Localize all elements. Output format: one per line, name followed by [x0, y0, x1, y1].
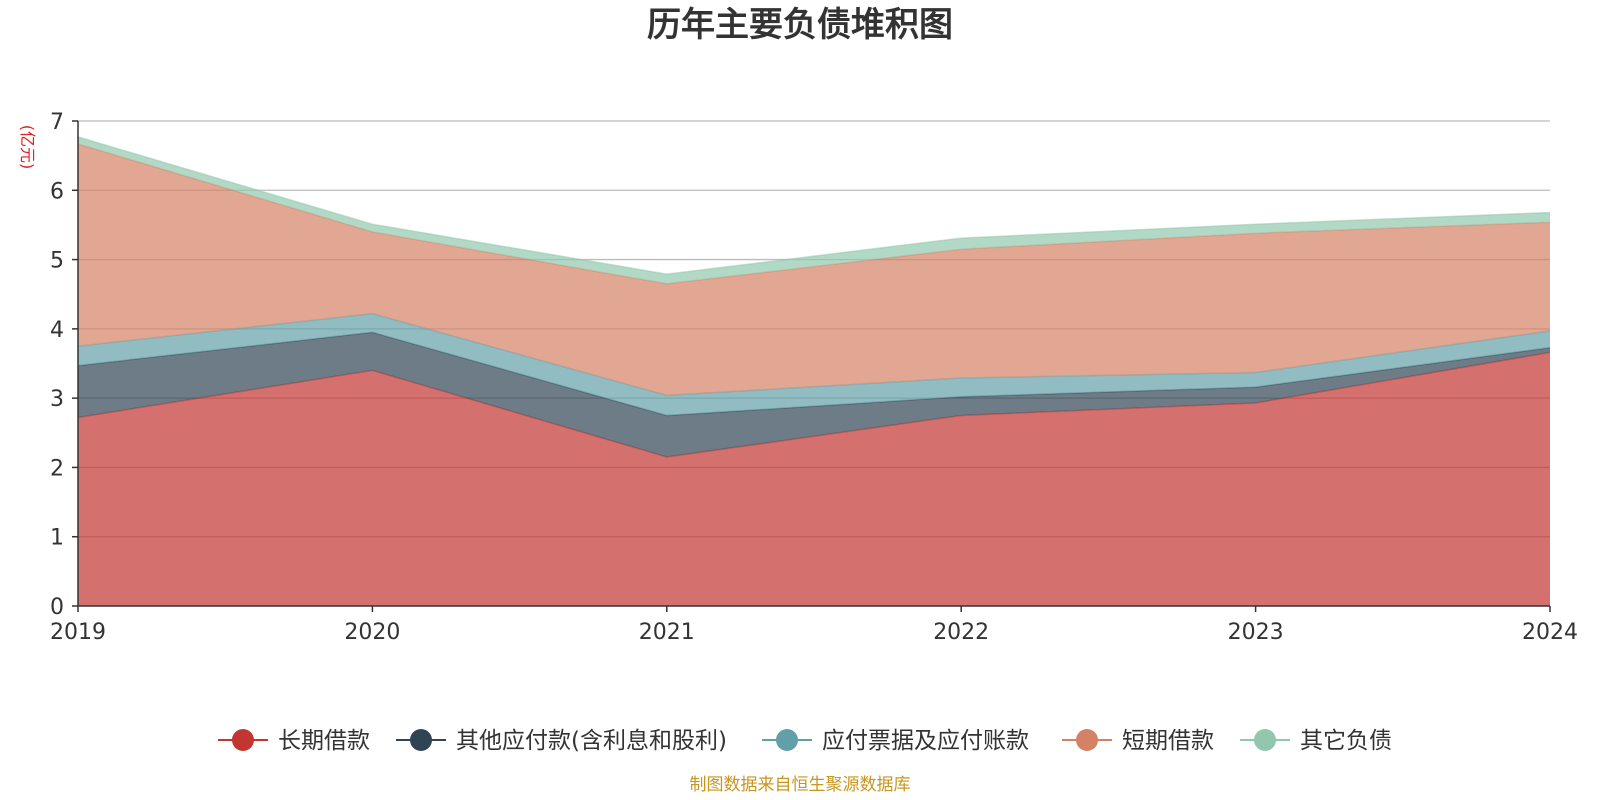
- area-series-3: [78, 313, 1550, 416]
- x-tick-label: 2019: [50, 620, 106, 645]
- y-axis-unit-label: (亿元): [18, 125, 37, 170]
- x-tick-labels: 2019 2020 2021 2022 2023 2024: [50, 620, 1578, 645]
- x-tick-label: 2020: [344, 620, 400, 645]
- x-tick-label: 2022: [933, 620, 989, 645]
- legend-label: 其它负债: [1300, 728, 1392, 754]
- legend-item-4[interactable]: 短期借款: [1062, 728, 1214, 754]
- axes: [72, 120, 1551, 612]
- legend-marker: [410, 729, 432, 751]
- y-tick-labels: 0 1 2 3 4 5 6 7: [50, 110, 64, 620]
- area-series-1: [78, 352, 1550, 606]
- legend: 长期借款 其他应付款(含利息和股利) 应付票据及应付账款 短期借款 其它负债: [218, 728, 1392, 754]
- y-tick-label: 1: [50, 526, 64, 551]
- y-tick-label: 3: [50, 387, 64, 412]
- legend-marker: [232, 729, 254, 751]
- area-series-4: [78, 143, 1550, 396]
- legend-item-5[interactable]: 其它负债: [1240, 728, 1392, 754]
- legend-item-3[interactable]: 应付票据及应付账款: [762, 728, 1029, 754]
- data-source-note: 制图数据来自恒生聚源数据库: [690, 775, 911, 795]
- legend-marker: [776, 729, 798, 751]
- legend-label: 长期借款: [278, 728, 370, 754]
- y-tick-label: 0: [50, 595, 64, 620]
- chart-title: 历年主要负债堆积图: [647, 5, 953, 45]
- series-line-5: [77, 136, 1551, 275]
- legend-label: 短期借款: [1122, 728, 1214, 754]
- y-tick-label: 7: [50, 110, 64, 135]
- y-tick-label: 4: [50, 318, 64, 343]
- y-tick-label: 6: [50, 179, 64, 204]
- area-series-group: [77, 136, 1551, 606]
- y-tick-label: 5: [50, 249, 64, 274]
- y-tick-label: 2: [50, 456, 64, 481]
- series-line-4: [77, 143, 1551, 285]
- x-tick-label: 2021: [639, 620, 695, 645]
- legend-item-2[interactable]: 其他应付款(含利息和股利): [396, 728, 727, 754]
- x-tick-label: 2024: [1522, 620, 1578, 645]
- area-series-2: [78, 332, 1550, 457]
- legend-label: 其他应付款(含利息和股利): [456, 728, 727, 754]
- legend-marker: [1254, 729, 1276, 751]
- legend-item-1[interactable]: 长期借款: [218, 728, 370, 754]
- legend-marker: [1076, 729, 1098, 751]
- x-tick-label: 2023: [1228, 620, 1284, 645]
- legend-label: 应付票据及应付账款: [822, 728, 1029, 754]
